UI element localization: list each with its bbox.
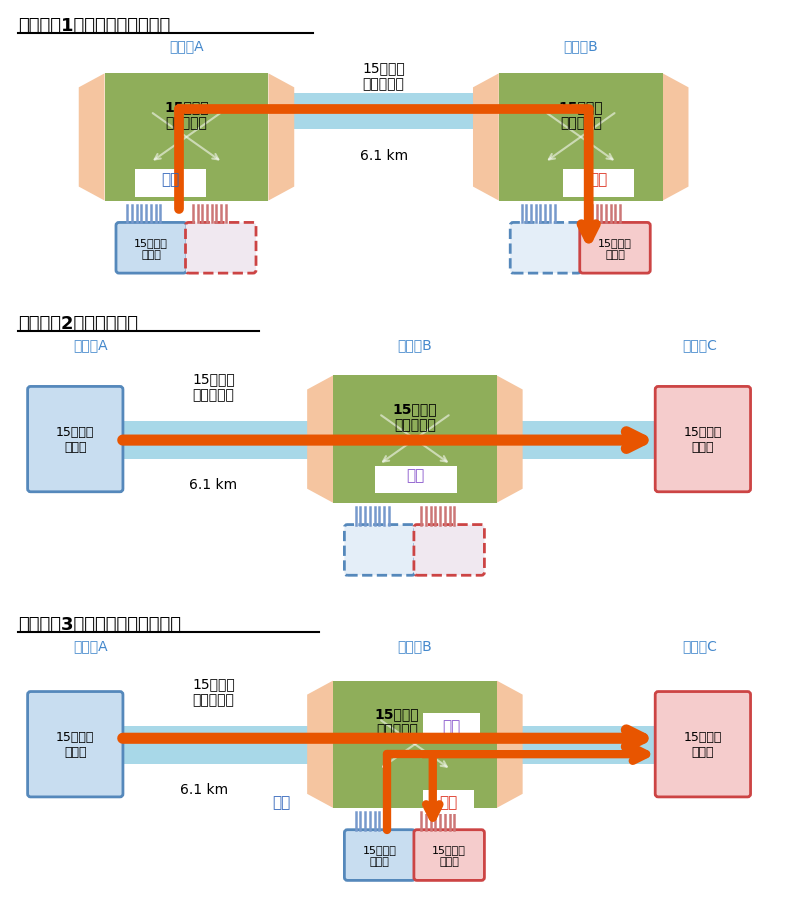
Text: ノードA: ノードA bbox=[169, 39, 204, 54]
Text: 6.1 km: 6.1 km bbox=[179, 783, 228, 796]
Text: ノードC: ノードC bbox=[682, 639, 718, 652]
Bar bbox=[135, 169, 206, 198]
Text: ノードA: ノードA bbox=[73, 337, 107, 352]
Text: ノードB: ノードB bbox=[398, 337, 432, 352]
Polygon shape bbox=[307, 376, 333, 503]
Text: パターン2：全波長通過: パターン2：全波長通過 bbox=[18, 314, 138, 333]
FancyBboxPatch shape bbox=[510, 223, 581, 274]
Text: 6.1 km: 6.1 km bbox=[359, 148, 408, 163]
Text: 15モード
送信器: 15モード 送信器 bbox=[362, 844, 397, 865]
Bar bbox=[333, 376, 497, 503]
Text: 通過: 通過 bbox=[442, 719, 461, 733]
Text: パターン1：全波長挿入・分岐: パターン1：全波長挿入・分岐 bbox=[18, 16, 170, 35]
Text: 分岐: 分岐 bbox=[590, 172, 608, 188]
FancyBboxPatch shape bbox=[186, 223, 256, 274]
FancyBboxPatch shape bbox=[28, 387, 123, 492]
Text: 15モード
光ファイバ: 15モード 光ファイバ bbox=[192, 677, 235, 707]
Text: パターン3：一部波長挿入・通過: パターン3：一部波長挿入・通過 bbox=[18, 615, 181, 633]
Bar bbox=[294, 94, 473, 130]
Bar bbox=[333, 681, 497, 808]
Text: ノードB: ノードB bbox=[398, 639, 432, 652]
FancyBboxPatch shape bbox=[580, 223, 650, 274]
Polygon shape bbox=[78, 75, 105, 201]
Text: 通過: 通過 bbox=[406, 467, 424, 483]
Text: 15モード
受信器: 15モード 受信器 bbox=[598, 238, 632, 260]
Bar bbox=[120, 727, 658, 764]
FancyBboxPatch shape bbox=[116, 223, 186, 274]
Text: ノードC: ノードC bbox=[682, 337, 718, 352]
Text: 15モード
光スイッチ: 15モード 光スイッチ bbox=[164, 100, 209, 130]
FancyBboxPatch shape bbox=[414, 830, 485, 880]
Text: 挿入: 挿入 bbox=[162, 172, 180, 188]
FancyBboxPatch shape bbox=[28, 691, 123, 797]
FancyBboxPatch shape bbox=[655, 387, 750, 492]
Bar bbox=[499, 75, 662, 201]
Text: 15モード
送信器: 15モード 送信器 bbox=[56, 731, 94, 758]
FancyBboxPatch shape bbox=[344, 525, 415, 576]
FancyBboxPatch shape bbox=[414, 525, 485, 576]
Text: 分岐: 分岐 bbox=[439, 794, 458, 810]
Polygon shape bbox=[497, 376, 522, 503]
Text: 15モード
受信器: 15モード 受信器 bbox=[684, 731, 722, 758]
Text: 15モード
受信器: 15モード 受信器 bbox=[684, 425, 722, 454]
Text: 6.1 km: 6.1 km bbox=[190, 477, 238, 491]
Text: 挿入: 挿入 bbox=[272, 794, 290, 810]
FancyBboxPatch shape bbox=[655, 691, 750, 797]
Bar bbox=[423, 790, 474, 814]
Polygon shape bbox=[497, 681, 522, 808]
Text: 15モード
光ファイバ: 15モード 光ファイバ bbox=[362, 61, 405, 91]
Polygon shape bbox=[269, 75, 294, 201]
Text: 15モード
送信器: 15モード 送信器 bbox=[56, 425, 94, 454]
Text: 15モード
光ファイバ: 15モード 光ファイバ bbox=[192, 372, 235, 402]
Text: 15モード
光スイッチ: 15モード 光スイッチ bbox=[393, 402, 438, 432]
Text: 15モード
光スイッチ: 15モード 光スイッチ bbox=[558, 100, 603, 130]
Bar bbox=[255, 790, 307, 814]
Bar bbox=[105, 75, 269, 201]
Text: 15モード
受信器: 15モード 受信器 bbox=[432, 844, 466, 865]
FancyBboxPatch shape bbox=[344, 830, 415, 880]
Bar bbox=[375, 466, 457, 493]
Text: 15モード
光スイッチ: 15モード 光スイッチ bbox=[374, 706, 419, 737]
Text: ノードB: ノードB bbox=[563, 39, 598, 54]
Polygon shape bbox=[473, 75, 499, 201]
Polygon shape bbox=[662, 75, 689, 201]
Text: ノードA: ノードA bbox=[73, 639, 107, 652]
Bar bbox=[423, 713, 481, 738]
Polygon shape bbox=[307, 681, 333, 808]
Bar bbox=[563, 169, 634, 198]
Bar bbox=[120, 422, 658, 459]
Text: 15モード
送信器: 15モード 送信器 bbox=[134, 238, 168, 260]
